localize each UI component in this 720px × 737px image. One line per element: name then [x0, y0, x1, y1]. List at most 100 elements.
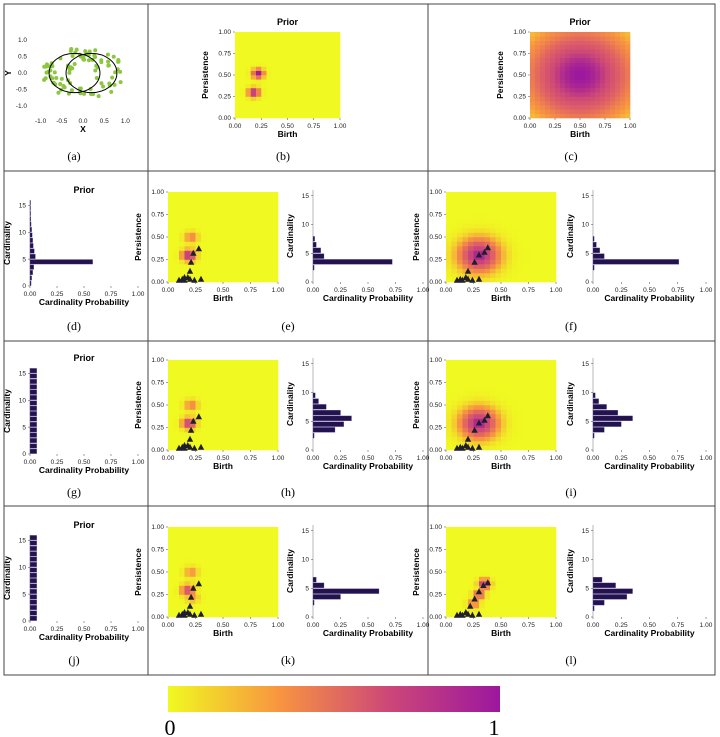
heatmap-cell: [267, 436, 273, 442]
heatmap-cell: [479, 572, 485, 577]
heatmap-cell: [495, 590, 502, 595]
heatmap-cell: [179, 540, 185, 546]
heatmap-cell: [250, 599, 257, 604]
heatmap-cell: [201, 436, 207, 442]
heatmap-cell: [261, 432, 268, 437]
heatmap-cell: [239, 423, 246, 428]
bar: [29, 227, 32, 233]
heatmap-cell: [506, 590, 513, 595]
heatmap-cell: [240, 79, 246, 84]
heatmap-cell: [446, 536, 452, 541]
bar: [29, 605, 37, 611]
heatmap-cell: [250, 540, 257, 546]
heatmap-cell: [250, 264, 257, 269]
heatmap-cell: [484, 585, 491, 591]
heatmap-cell: [528, 418, 535, 424]
heatmap-cell: [451, 423, 458, 428]
heatmap-cell: [479, 387, 485, 392]
heatmap-cell: [501, 558, 507, 564]
heatmap-cell: [528, 237, 535, 242]
heatmap-cell: [585, 44, 591, 50]
heatmap-cell: [539, 273, 546, 278]
heatmap-cell: [235, 109, 241, 114]
heatmap-cell: [523, 201, 529, 206]
heatmap-cell: [313, 57, 320, 63]
heatmap-cell: [457, 432, 463, 437]
heatmap-cell: [266, 75, 273, 80]
heatmap-cell: [446, 196, 452, 202]
heatmap-cell: [261, 273, 268, 278]
heatmap-cell: [245, 418, 251, 424]
heatmap-cell: [484, 364, 491, 370]
heatmap-cell: [206, 250, 213, 256]
heatmap-cell: [625, 100, 631, 106]
y-tick-label: 0: [305, 279, 309, 286]
heatmap-cell: [195, 232, 202, 238]
data-point: [101, 84, 106, 89]
heatmap-cell: [184, 576, 191, 582]
heatmap-cell: [540, 100, 546, 106]
heatmap-cell: [468, 391, 474, 397]
heatmap-cell: [539, 531, 546, 537]
heatmap-cell: [223, 554, 229, 559]
heatmap-cell: [195, 196, 202, 202]
data-point: [116, 57, 121, 62]
heatmap-cell: [292, 44, 299, 50]
heatmap-cell: [245, 201, 251, 206]
heatmap-cell: [580, 53, 586, 59]
heatmap-cell: [324, 113, 330, 119]
heatmap-cell: [217, 246, 224, 251]
heatmap-cell: [256, 378, 262, 383]
heatmap-cell: [534, 264, 540, 269]
heatmap-cell: [234, 445, 240, 451]
heatmap-cell: [468, 608, 474, 613]
heatmap-cell: [540, 32, 546, 37]
heatmap-cell: [539, 423, 546, 428]
heatmap-cell: [223, 273, 229, 278]
heatmap-cell: [261, 113, 267, 119]
heatmap-cell: [570, 87, 576, 93]
heatmap-cell: [484, 214, 491, 220]
heatmap-cell: [261, 378, 268, 383]
heatmap-cell: [223, 441, 229, 446]
heatmap-cell: [212, 594, 218, 600]
heatmap-cell: [245, 75, 252, 80]
heatmap-cell: [240, 57, 246, 63]
heatmap-cell: [190, 273, 196, 278]
heatmap-cell: [272, 581, 279, 586]
heatmap-cell: [517, 360, 524, 365]
heatmap-cell: [190, 360, 196, 365]
heatmap-cell: [540, 57, 546, 63]
heatmap-cell: [495, 214, 502, 220]
heatmap-cell: [313, 32, 320, 37]
heatmap-cell: [190, 581, 196, 586]
heatmap-cell: [595, 66, 601, 71]
heatmap-cell: [239, 590, 246, 595]
heatmap-cell: [245, 409, 251, 415]
heatmap-cell: [223, 581, 229, 586]
heatmap-cell: [179, 201, 185, 206]
x-tick-label: 0.25: [189, 622, 202, 629]
heatmap-cell: [462, 210, 469, 215]
x-axis-title: Birth: [278, 129, 298, 139]
heatmap-cell: [282, 44, 288, 50]
heatmap-cell: [298, 75, 304, 80]
heatmap-cell: [512, 432, 518, 437]
heatmap-cell: [457, 219, 463, 224]
heatmap-cell: [451, 205, 458, 211]
heatmap-cell: [261, 563, 268, 568]
heatmap-cell: [282, 100, 288, 106]
heatmap-cell: [468, 554, 474, 559]
heatmap-cell: [217, 536, 224, 541]
heatmap-cell: [484, 268, 491, 274]
heatmap-cell: [223, 205, 229, 211]
heatmap-cell: [245, 100, 252, 106]
heatmap-cell: [580, 75, 586, 80]
heatmap-cell: [179, 536, 185, 541]
heatmap-cell: [501, 246, 507, 251]
heatmap-cell: [484, 387, 491, 392]
heatmap-cell: [223, 223, 229, 229]
heatmap-cell: [201, 563, 207, 568]
heatmap-cell: [206, 400, 213, 406]
heatmap-cell: [446, 432, 452, 437]
